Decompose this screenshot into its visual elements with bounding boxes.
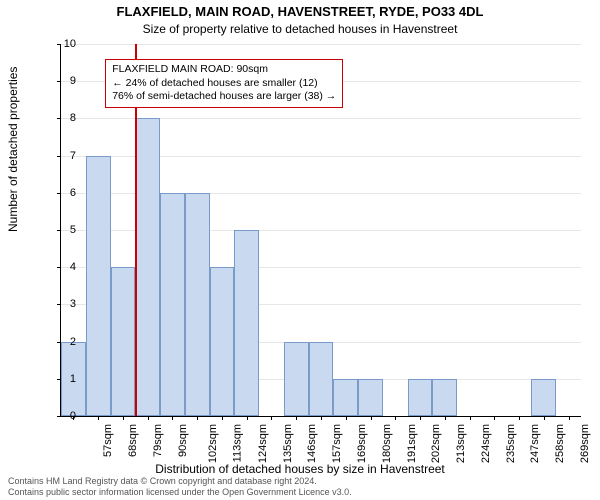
- x-axis-label: Distribution of detached houses by size …: [0, 462, 600, 476]
- bar: [333, 379, 358, 416]
- xtick-mark: [172, 416, 173, 420]
- xtick-label: 79sqm: [152, 424, 164, 457]
- xtick-mark: [321, 416, 322, 420]
- bar: [284, 342, 309, 416]
- xtick-mark: [395, 416, 396, 420]
- xtick-label: 90sqm: [177, 424, 189, 457]
- bar: [210, 267, 235, 416]
- ytick-label: 8: [56, 112, 76, 124]
- xtick-label: 68sqm: [127, 424, 139, 457]
- bar: [358, 379, 383, 416]
- xtick-mark: [197, 416, 198, 420]
- plot-area: FLAXFIELD MAIN ROAD: 90sqm← 24% of detac…: [60, 44, 581, 417]
- xtick-label: 247sqm: [529, 424, 541, 463]
- ytick-label: 7: [56, 150, 76, 162]
- ytick-label: 6: [56, 187, 76, 199]
- info-box-line: 76% of semi-detached houses are larger (…: [112, 90, 336, 104]
- ytick-label: 4: [56, 261, 76, 273]
- xtick-label: 113sqm: [232, 424, 244, 462]
- xtick-mark: [346, 416, 347, 420]
- bar: [185, 193, 210, 416]
- ytick-label: 1: [56, 373, 76, 385]
- xtick-label: 258sqm: [554, 424, 566, 463]
- xtick-mark: [519, 416, 520, 420]
- chart-container: FLAXFIELD, MAIN ROAD, HAVENSTREET, RYDE,…: [0, 0, 600, 500]
- xtick-label: 102sqm: [208, 424, 220, 463]
- bar: [408, 379, 433, 416]
- xtick-mark: [544, 416, 545, 420]
- info-box: FLAXFIELD MAIN ROAD: 90sqm← 24% of detac…: [105, 59, 343, 108]
- xtick-mark: [494, 416, 495, 420]
- bar: [86, 156, 111, 416]
- xtick-mark: [420, 416, 421, 420]
- bar: [111, 267, 136, 416]
- xtick-mark: [569, 416, 570, 420]
- ytick-label: 3: [56, 298, 76, 310]
- bar: [234, 230, 259, 416]
- xtick-label: 124sqm: [257, 424, 269, 463]
- xtick-mark: [222, 416, 223, 420]
- xtick-mark: [148, 416, 149, 420]
- xtick-mark: [247, 416, 248, 420]
- xtick-label: 57sqm: [102, 424, 114, 457]
- ytick-label: 5: [56, 224, 76, 236]
- chart-title: FLAXFIELD, MAIN ROAD, HAVENSTREET, RYDE,…: [0, 4, 600, 19]
- xtick-label: 213sqm: [455, 424, 467, 463]
- xtick-label: 224sqm: [480, 424, 492, 463]
- ytick-label: 9: [56, 75, 76, 87]
- bar: [432, 379, 457, 416]
- xtick-label: 180sqm: [381, 424, 393, 463]
- xtick-mark: [470, 416, 471, 420]
- y-axis-label: Number of detached properties: [6, 67, 20, 232]
- xtick-label: 157sqm: [331, 424, 343, 463]
- xtick-mark: [296, 416, 297, 420]
- ytick-label: 0: [56, 410, 76, 422]
- ytick-label: 10: [56, 38, 76, 50]
- xtick-mark: [371, 416, 372, 420]
- xtick-mark: [445, 416, 446, 420]
- xtick-label: 135sqm: [282, 424, 294, 463]
- info-box-line: FLAXFIELD MAIN ROAD: 90sqm: [112, 63, 336, 77]
- xtick-label: 169sqm: [356, 424, 368, 463]
- xtick-label: 191sqm: [406, 424, 418, 463]
- bar: [531, 379, 556, 416]
- gridline: [61, 44, 581, 45]
- ytick-label: 2: [56, 336, 76, 348]
- xtick-label: 202sqm: [430, 424, 442, 463]
- xtick-label: 146sqm: [307, 424, 319, 463]
- info-box-line: ← 24% of detached houses are smaller (12…: [112, 77, 336, 91]
- bar: [309, 342, 334, 416]
- bar: [160, 193, 185, 416]
- xtick-mark: [98, 416, 99, 420]
- xtick-mark: [123, 416, 124, 420]
- xtick-mark: [271, 416, 272, 420]
- chart-subtitle: Size of property relative to detached ho…: [0, 22, 600, 36]
- xtick-label: 235sqm: [505, 424, 517, 463]
- xtick-label: 269sqm: [579, 424, 591, 463]
- footer-attribution: Contains HM Land Registry data © Crown c…: [8, 476, 352, 498]
- bar: [135, 118, 160, 416]
